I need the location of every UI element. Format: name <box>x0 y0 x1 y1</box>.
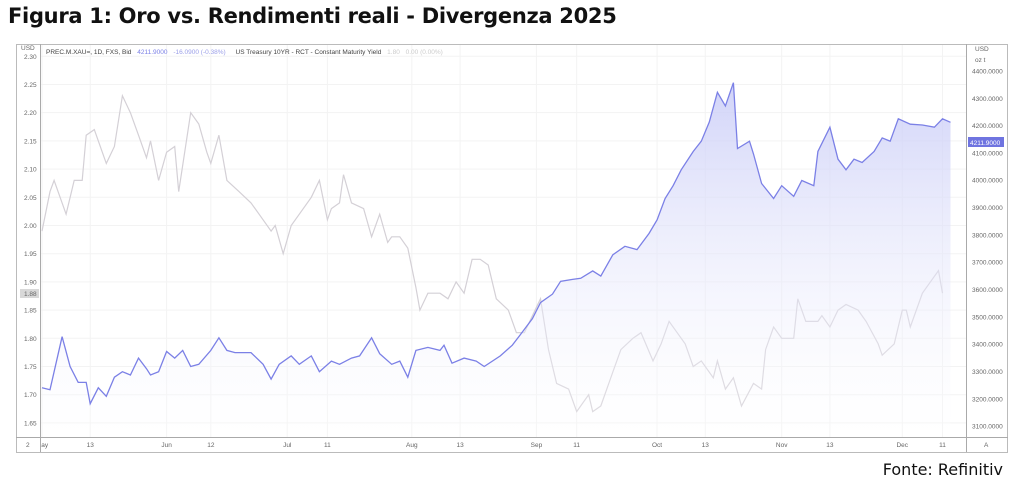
x-tick-label: Jun <box>161 442 172 449</box>
right-tick-label: 3800.0000 <box>972 232 1003 239</box>
x-tick-label: 13 <box>826 442 834 449</box>
x-tick-label: 13 <box>456 442 464 449</box>
left-tick-label: 1.90 <box>24 279 37 286</box>
x-tick-label: 11 <box>939 442 946 449</box>
left-tick-label: 1.65 <box>24 420 37 427</box>
x-tick-label: May <box>36 442 49 449</box>
x-tick-label: Sep <box>531 442 543 449</box>
right-tick-label: 3900.0000 <box>972 205 1003 212</box>
x-tick-label: Dec <box>896 442 908 449</box>
gold-last-label: 4211.9000 <box>970 140 1001 147</box>
right-tick-label: 3700.0000 <box>972 260 1003 267</box>
left-tick-label: 2.10 <box>24 167 37 174</box>
right-tick-label: 3600.0000 <box>972 287 1003 294</box>
legend: PREC.M.XAU=, 1D, FXS, Bid 4211.9000 -16.… <box>46 49 443 56</box>
gold-price-line <box>41 82 951 406</box>
right-tick-label: 4200.0000 <box>972 123 1003 130</box>
right-tick-label: 3300.0000 <box>972 369 1003 376</box>
legend-yield-change: 0.00 (0.00%) <box>406 49 443 56</box>
left-tick-label: 2.15 <box>24 138 37 145</box>
x-tick-label: Jul <box>283 442 292 449</box>
gold-area-fill <box>42 82 951 437</box>
gold-last-marker <box>968 137 1004 147</box>
source-note: Fonte: Refinitiv <box>882 460 1003 479</box>
log-scale-button[interactable]: 2 <box>26 442 30 449</box>
legend-yield-last: 1.80 <box>387 49 400 56</box>
x-axis: May 13 Jun 12 Jul 11 Aug 13 Sep 11 Oct 13 Nov 13 Dec 11 <box>36 442 946 449</box>
left-tick-label: 1.70 <box>24 392 37 399</box>
left-axis: 2.30 2.25 2.20 2.15 2.10 2.05 2.00 1.95 1.90 1.85… <box>24 54 37 428</box>
right-tick-label: 3200.0000 <box>972 396 1003 403</box>
x-tick-label: Oct <box>652 442 662 449</box>
yield-last-label: 1.88 <box>24 291 37 298</box>
grid <box>41 45 966 437</box>
series-layer <box>41 82 951 437</box>
left-tick-label: 2.00 <box>24 223 37 230</box>
x-tick-label: Nov <box>776 442 788 449</box>
x-tick-label: Aug <box>406 442 418 449</box>
legend-gold-last: 4211.9000 <box>137 49 168 56</box>
legend-gold-name: PREC.M.XAU=, 1D, FXS, Bid <box>46 49 132 56</box>
right-axis-subunit: oz t <box>975 57 986 64</box>
x-tick-label: 11 <box>573 442 580 449</box>
left-tick-label: 2.30 <box>24 54 37 61</box>
x-tick-label: 13 <box>702 442 710 449</box>
legend-yield-name: US Treasury 10YR - RCT - Constant Maturi… <box>236 49 382 56</box>
left-tick-label: 1.95 <box>24 251 37 258</box>
left-tick-label: 2.25 <box>24 82 37 89</box>
right-tick-label: 4000.0000 <box>972 178 1003 185</box>
left-tick-label: 1.80 <box>24 336 37 343</box>
figure-title: Figura 1: Oro vs. Rendimenti reali - Div… <box>8 4 617 28</box>
x-tick-label: 12 <box>207 442 215 449</box>
left-tick-label: 1.85 <box>24 308 37 315</box>
right-tick-label: 3100.0000 <box>972 424 1003 431</box>
left-tick-label: 2.05 <box>24 195 37 202</box>
right-tick-label: 3400.0000 <box>972 342 1003 349</box>
left-tick-label: 1.75 <box>24 364 37 371</box>
x-tick-label: 11 <box>324 442 331 449</box>
right-axis: 4400.0000 4300.0000 4200.0000 4100.0000 4000… <box>972 68 1003 430</box>
right-tick-label: 4400.0000 <box>972 68 1003 75</box>
yield-last-marker <box>20 289 39 298</box>
right-tick-label: 3500.0000 <box>972 314 1003 321</box>
right-tick-label: 4100.0000 <box>972 150 1003 157</box>
left-tick-label: 2.20 <box>24 110 37 117</box>
x-tick-label: 13 <box>87 442 95 449</box>
auto-scale-button[interactable]: A <box>984 442 989 449</box>
right-axis-unit: USD <box>975 46 989 53</box>
right-tick-label: 4300.0000 <box>972 96 1003 103</box>
legend-gold-change: -16.0900 (-0.38%) <box>173 49 225 56</box>
left-axis-unit: USD <box>21 45 35 52</box>
